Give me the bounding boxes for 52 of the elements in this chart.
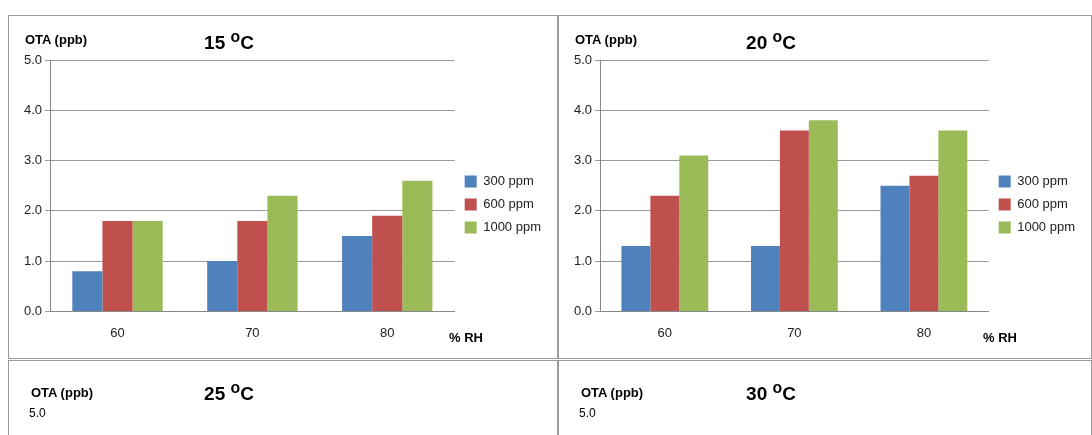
y-tick-label: 5.0 bbox=[23, 51, 43, 67]
bar bbox=[621, 246, 651, 311]
bar bbox=[750, 246, 780, 311]
y-tick-label: 4.0 bbox=[23, 101, 43, 117]
legend-label: 600 ppm bbox=[1017, 196, 1068, 212]
legend-label: 300 ppm bbox=[1017, 173, 1068, 189]
x-tick-label: 60 bbox=[110, 324, 125, 340]
bar bbox=[808, 120, 838, 311]
bar bbox=[402, 180, 433, 311]
bar bbox=[779, 130, 809, 311]
y-tick-label: 1.0 bbox=[573, 252, 593, 268]
y-tick-label: 1.0 bbox=[23, 252, 43, 268]
y-axis-title: OTA (ppb) bbox=[575, 32, 638, 47]
bar bbox=[880, 185, 910, 311]
legend-label: 600 ppm bbox=[483, 196, 534, 212]
bar bbox=[267, 195, 298, 311]
bar bbox=[132, 220, 163, 311]
x-axis-title: % RH bbox=[449, 330, 483, 345]
x-tick-label: 60 bbox=[657, 324, 673, 340]
x-tick-label: 80 bbox=[916, 324, 932, 340]
bar bbox=[207, 261, 238, 311]
x-tick-label: 70 bbox=[787, 324, 802, 340]
y-tick-label: 5.0 bbox=[573, 51, 593, 67]
y-tick-label: 3.0 bbox=[23, 152, 43, 168]
chart-title: 20 $^{o}$C bbox=[746, 28, 796, 54]
chart-title: 15 $^{o}$C bbox=[204, 28, 254, 54]
y-axis-title: OTA (ppb) bbox=[25, 32, 88, 47]
y-tick-label: 0.0 bbox=[23, 302, 43, 318]
bar bbox=[237, 220, 268, 311]
bar bbox=[102, 220, 133, 311]
bar bbox=[679, 155, 709, 311]
bar bbox=[909, 175, 939, 311]
y-tick-label: 0.0 bbox=[573, 302, 593, 318]
y-tick-label: 4.0 bbox=[573, 101, 593, 117]
legend-label: 300 ppm bbox=[483, 173, 534, 189]
x-axis-title: % RH bbox=[983, 330, 1017, 345]
text: OTA (ppb) bbox=[31, 385, 94, 400]
bar bbox=[72, 271, 103, 311]
bar bbox=[650, 195, 680, 311]
legend-label: 1000 ppm bbox=[483, 219, 542, 235]
x-tick-label: 80 bbox=[380, 324, 395, 340]
bar bbox=[372, 215, 403, 311]
y-tick-label: 2.0 bbox=[573, 202, 593, 218]
text: 30 $^{o}$C bbox=[746, 379, 796, 405]
y-tick-label: 3.0 bbox=[573, 152, 593, 168]
text: 25 $^{o}$C bbox=[204, 379, 254, 405]
y-tick-label: 2.0 bbox=[23, 202, 43, 218]
text: OTA (ppb) bbox=[581, 385, 644, 400]
bar bbox=[938, 130, 968, 311]
x-tick-label: 70 bbox=[245, 324, 260, 340]
legend-label: 1000 ppm bbox=[1017, 219, 1076, 235]
bar bbox=[342, 235, 373, 311]
